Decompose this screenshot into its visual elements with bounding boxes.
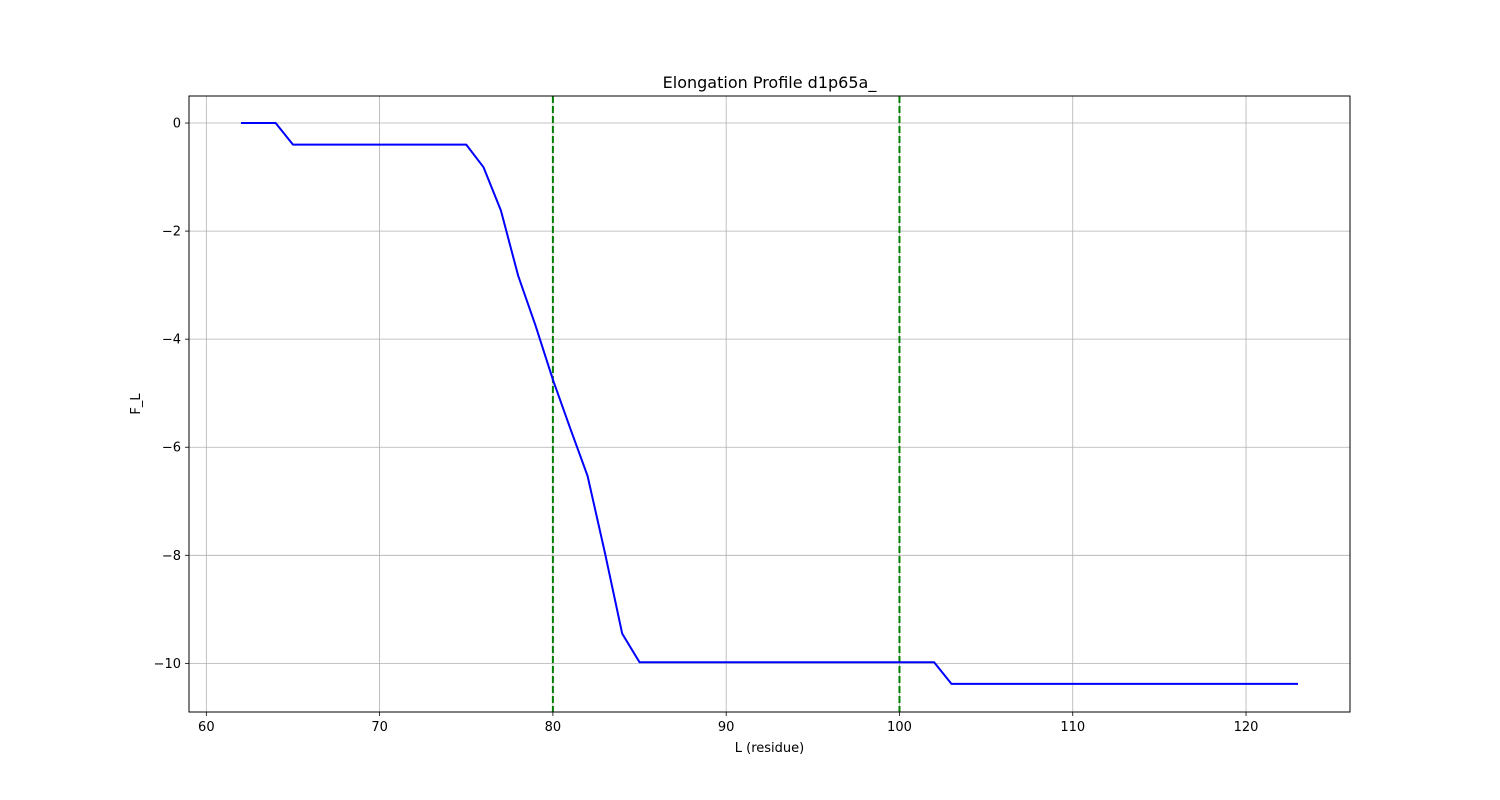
grid	[189, 96, 1350, 712]
series-line	[240, 122, 1299, 685]
y-axis-label: F_L	[129, 393, 144, 415]
x-tick-label: 90	[718, 720, 735, 735]
x-tick-label: 80	[545, 720, 562, 735]
x-tick-label: 60	[198, 720, 215, 735]
x-tick-label: 100	[887, 720, 912, 735]
ticks: 60 70 80 90 100 110 120 0 −2 −4 −6 −8 −10	[154, 117, 1259, 735]
x-tick-label: 70	[371, 720, 388, 735]
chart-title: Elongation Profile d1p65a_	[663, 73, 878, 93]
y-tick-label: −10	[154, 657, 181, 672]
y-tick-label: −6	[162, 441, 181, 456]
x-axis-label: L (residue)	[735, 741, 804, 756]
series	[240, 122, 1299, 685]
y-tick-label: 0	[173, 117, 181, 132]
reference-lines	[551, 96, 901, 712]
x-tick-label: 120	[1234, 720, 1259, 735]
y-tick-label: −4	[162, 333, 181, 348]
plot-frame	[188, 95, 1351, 713]
x-tick-label: 110	[1060, 720, 1085, 735]
y-tick-label: −2	[162, 225, 181, 240]
y-tick-label: −8	[162, 549, 181, 564]
